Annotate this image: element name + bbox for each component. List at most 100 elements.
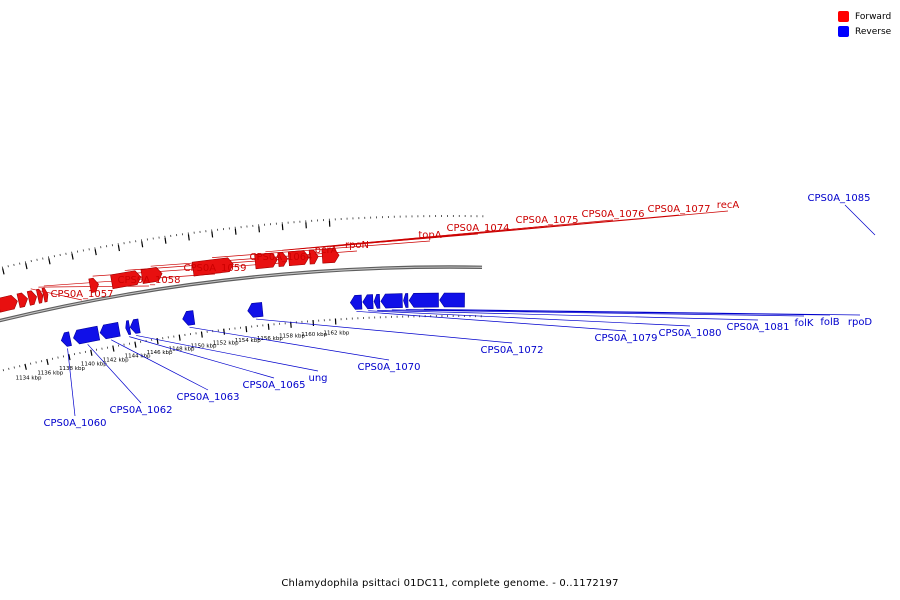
major-tick-inner xyxy=(290,321,292,328)
gene-arrow-rpon[interactable] xyxy=(140,267,163,284)
gene-label-cps0a_1059[interactable]: CPS0A_1059 xyxy=(183,263,246,274)
leader-line xyxy=(212,240,431,258)
genome-title-footer: Chlamydophila psittaci 01DC11, complete … xyxy=(281,578,619,589)
gene-arrow-cps0a_1059[interactable] xyxy=(41,287,49,303)
leader-line xyxy=(255,318,513,344)
gene-label-ung[interactable]: ung xyxy=(308,373,327,384)
tick-label: 1136 kbp xyxy=(37,371,63,377)
gene-label-cps0a_1074[interactable]: CPS0A_1074 xyxy=(446,223,509,234)
gene-label-cps0a_1058[interactable]: CPS0A_1058 xyxy=(117,275,180,286)
major-tick-inner xyxy=(178,334,181,341)
gene-arrow-cps0a_1076[interactable] xyxy=(287,250,310,267)
gene-arrow-cps0a_1077[interactable] xyxy=(308,249,319,265)
gene-arrow[interactable] xyxy=(0,294,18,313)
major-tick-inner xyxy=(200,331,203,338)
reverse-swatch-icon xyxy=(838,26,849,37)
gene-arrow-cps0a_1074[interactable] xyxy=(254,252,278,270)
major-tick-outer xyxy=(141,241,144,248)
major-tick-outer xyxy=(234,228,237,235)
gene-label-rpod[interactable]: rpoD xyxy=(848,317,873,328)
major-tick-outer xyxy=(258,226,260,233)
gene-arrow-folb[interactable] xyxy=(403,293,409,308)
legend-reverse[interactable]: Reverse xyxy=(838,24,891,39)
legend-reverse-label: Reverse xyxy=(855,26,892,37)
tick-label: 1162 kbp xyxy=(323,330,349,336)
gene-arrow-cps0a_1060[interactable] xyxy=(60,331,72,347)
major-tick-outer xyxy=(211,231,214,238)
gene-label-reca[interactable]: recA xyxy=(717,200,740,211)
backbone-highlight xyxy=(0,266,483,322)
gene-arrow-ung[interactable] xyxy=(129,318,141,334)
gene-arrow-cps0a_1080[interactable] xyxy=(362,294,374,310)
gene-arrow[interactable] xyxy=(16,292,28,308)
leader-line xyxy=(189,326,390,361)
major-tick-outer xyxy=(187,234,190,241)
gene-label-cps0a_1080[interactable]: CPS0A_1080 xyxy=(658,328,721,339)
gene-label-cps0a_1070[interactable]: CPS0A_1070 xyxy=(357,362,420,373)
gene-label-cps0a_1065[interactable]: CPS0A_1065 xyxy=(242,380,305,391)
gene-label-cps0a_1062[interactable]: CPS0A_1062 xyxy=(109,405,172,416)
gene-label-cps0a_1064[interactable]: CPS0A_1064 xyxy=(249,252,312,263)
gene-label-cps0a_1072[interactable]: CPS0A_1072 xyxy=(480,345,543,356)
gene-arrow-cps0a_1070[interactable] xyxy=(182,310,196,326)
major-tick-inner xyxy=(24,363,27,370)
gene-label-cps0a_1085[interactable]: CPS0A_1085 xyxy=(807,193,870,204)
gene-arrow-reca[interactable] xyxy=(321,248,340,264)
gene-label-cps0a_1063[interactable]: CPS0A_1063 xyxy=(176,392,239,403)
gene-arrow-cps0a_1065[interactable] xyxy=(125,320,132,335)
major-tick-inner xyxy=(46,358,49,365)
tick-label: 1146 kbp xyxy=(147,350,173,356)
major-tick-inner xyxy=(223,328,226,335)
gene-arrow-cps0a_1081[interactable] xyxy=(373,294,381,309)
leader-line xyxy=(67,348,76,417)
label-leader-layer xyxy=(30,204,876,417)
tick-label: 1152 kbp xyxy=(213,341,239,347)
gene-arrow-cps0a_1079[interactable] xyxy=(349,294,363,310)
major-tick-inner xyxy=(90,349,93,356)
legend-forward[interactable]: Forward xyxy=(838,9,891,24)
leader-line xyxy=(423,308,861,316)
gene-label-layer[interactable]: CPS0A_1057 CPS0A_1058CPS0A_1059CPS0A_1064… xyxy=(43,193,872,429)
gene-label-cps0a_1077[interactable]: CPS0A_1077 xyxy=(647,204,710,215)
tick-label: 1140 kbp xyxy=(81,362,107,368)
gene-arrow-cps0a_1064[interactable] xyxy=(88,277,99,294)
gene-label-pcra[interactable]: pcrA xyxy=(315,245,338,256)
gene-label-rpon[interactable]: rpoN xyxy=(345,240,369,251)
gene-arrow-folk[interactable] xyxy=(380,293,403,309)
leader-line xyxy=(405,309,831,316)
gene-label-folb[interactable]: folB xyxy=(820,317,839,328)
gene-arrow[interactable] xyxy=(439,292,465,308)
gene-label-folk[interactable]: folK xyxy=(795,318,814,329)
tick-label: 1154 kbp xyxy=(235,338,261,344)
major-tick-outer xyxy=(281,224,284,231)
major-tick-inner xyxy=(68,354,71,361)
minor-tick-layer xyxy=(1,215,484,372)
gene-label-cps0a_1075[interactable]: CPS0A_1075 xyxy=(515,215,578,226)
gene-label-cps0a_1057[interactable]: CPS0A_1057 xyxy=(50,289,113,300)
gene-label-cps0a_1076[interactable]: CPS0A_1076 xyxy=(581,209,644,220)
strand-legend: Forward Reverse xyxy=(838,9,891,39)
tick-label: 1148 kbp xyxy=(169,347,195,353)
gene-label-cps0a_1079[interactable]: CPS0A_1079 xyxy=(594,333,657,344)
leader-line xyxy=(377,310,759,321)
gene-arrow-cps0a_1063[interactable] xyxy=(99,322,121,340)
gene-arrow-cps0a_1062[interactable] xyxy=(73,325,101,345)
gene-arrow-cps0a_1057[interactable] xyxy=(26,290,37,306)
gene-arrow-cps0a_1075[interactable] xyxy=(277,251,288,267)
gene-arrow-rpod[interactable] xyxy=(408,292,439,308)
gene-label-cps0a_1060[interactable]: CPS0A_1060 xyxy=(43,418,106,429)
leader-line xyxy=(87,344,142,404)
forward-swatch-icon xyxy=(838,11,849,22)
gene-arrow-cps0a_1058[interactable] xyxy=(35,288,44,304)
gene-feature-layer[interactable] xyxy=(0,248,465,347)
tick-label: 1144 kbp xyxy=(125,354,151,360)
major-tick-inner xyxy=(112,345,115,352)
gene-label-topa[interactable]: topA xyxy=(418,230,441,241)
gene-arrow-pcra[interactable] xyxy=(110,270,142,290)
leader-line xyxy=(356,310,627,332)
gene-label-cps0a_1081[interactable]: CPS0A_1081 xyxy=(726,322,789,333)
major-tick-inner xyxy=(134,341,137,348)
gene-arrow-cps0a_1072[interactable] xyxy=(247,302,264,318)
gene-arrow-topa[interactable] xyxy=(191,257,234,277)
